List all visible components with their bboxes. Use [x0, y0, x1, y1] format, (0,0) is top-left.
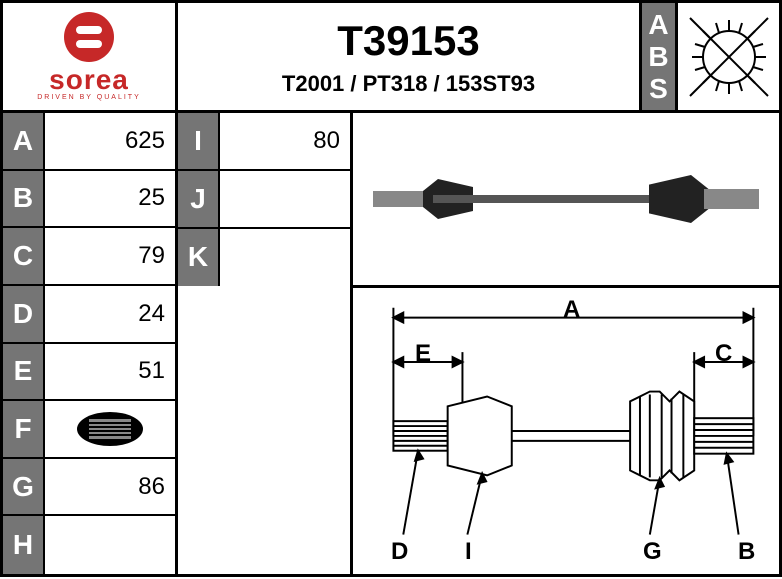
logo-cell: sorea DRIVEN BY QUALITY — [3, 3, 178, 110]
abs-letter-a: A — [648, 9, 668, 41]
spec-row: F — [3, 401, 175, 459]
abs-reluctor-icon — [678, 3, 779, 110]
spec-key: J — [178, 171, 220, 227]
spec-value: 25 — [45, 171, 175, 227]
spec-value — [220, 171, 350, 227]
spec-value: 79 — [45, 228, 175, 284]
spline-profile-icon — [45, 401, 175, 457]
spec-key: F — [3, 401, 45, 457]
spec-key: B — [3, 171, 45, 227]
abs-letter-s: S — [649, 73, 668, 105]
spec-value: 86 — [45, 459, 175, 515]
abs-block: A B S — [639, 3, 779, 110]
title-cell: T39153 T2001 / PT318 / 153ST93 — [178, 3, 639, 110]
brand-name: sorea — [49, 64, 129, 96]
shaft-end-left — [373, 191, 428, 207]
spec-key: C — [3, 228, 45, 284]
abs-letter-b: B — [648, 41, 668, 73]
spec-row: H — [3, 516, 175, 574]
illustration-area: A E C D I G B — [353, 113, 779, 574]
spec-value: 24 — [45, 286, 175, 342]
brand-logo-icon — [64, 12, 114, 62]
abs-label: A B S — [642, 3, 678, 110]
dim-label-a: A — [563, 296, 580, 324]
header-row: sorea DRIVEN BY QUALITY T39153 T2001 / P… — [3, 3, 779, 113]
diagram-svg — [353, 288, 779, 574]
shaft-end-right — [704, 189, 759, 209]
body-area: A 625 B 25 C 79 D 24 E 51 — [3, 113, 779, 574]
dim-label-g: G — [643, 538, 662, 566]
spec-row: D 24 — [3, 286, 175, 344]
spec-row: E 51 — [3, 344, 175, 402]
spec-value — [45, 516, 175, 574]
spec-key: K — [178, 229, 220, 287]
spec-key: D — [3, 286, 45, 342]
part-photo — [353, 113, 779, 288]
spec-columns: A 625 B 25 C 79 D 24 E 51 — [3, 113, 353, 574]
spec-row: K — [178, 229, 350, 574]
dimension-diagram: A E C D I G B — [353, 288, 779, 574]
spec-key: E — [3, 344, 45, 400]
drive-shaft-photo — [373, 159, 759, 239]
cross-references: T2001 / PT318 / 153ST93 — [282, 71, 535, 97]
dim-label-b: B — [738, 538, 755, 566]
spec-row: B 25 — [3, 171, 175, 229]
spec-value: 80 — [220, 113, 350, 169]
part-number: T39153 — [337, 17, 479, 65]
dim-label-e: E — [415, 340, 431, 368]
spec-sheet: sorea DRIVEN BY QUALITY T39153 T2001 / P… — [0, 0, 782, 577]
spec-key: A — [3, 113, 45, 169]
brand-tagline: DRIVEN BY QUALITY — [37, 94, 141, 101]
dim-label-c: C — [715, 340, 732, 368]
dim-label-i: I — [465, 538, 472, 566]
spec-key: H — [3, 516, 45, 574]
spec-key: G — [3, 459, 45, 515]
spec-col-left: A 625 B 25 C 79 D 24 E 51 — [3, 113, 178, 574]
spec-row: A 625 — [3, 113, 175, 171]
spec-value: 625 — [45, 113, 175, 169]
spec-row: I 80 — [178, 113, 350, 171]
spec-col-right: I 80 J K — [178, 113, 353, 574]
spec-value — [220, 229, 350, 574]
spec-row: G 86 — [3, 459, 175, 517]
spec-value: 51 — [45, 344, 175, 400]
dim-label-d: D — [391, 538, 408, 566]
spec-row: C 79 — [3, 228, 175, 286]
spec-row: J — [178, 171, 350, 229]
spec-key: I — [178, 113, 220, 169]
cv-boot-right — [649, 175, 709, 223]
